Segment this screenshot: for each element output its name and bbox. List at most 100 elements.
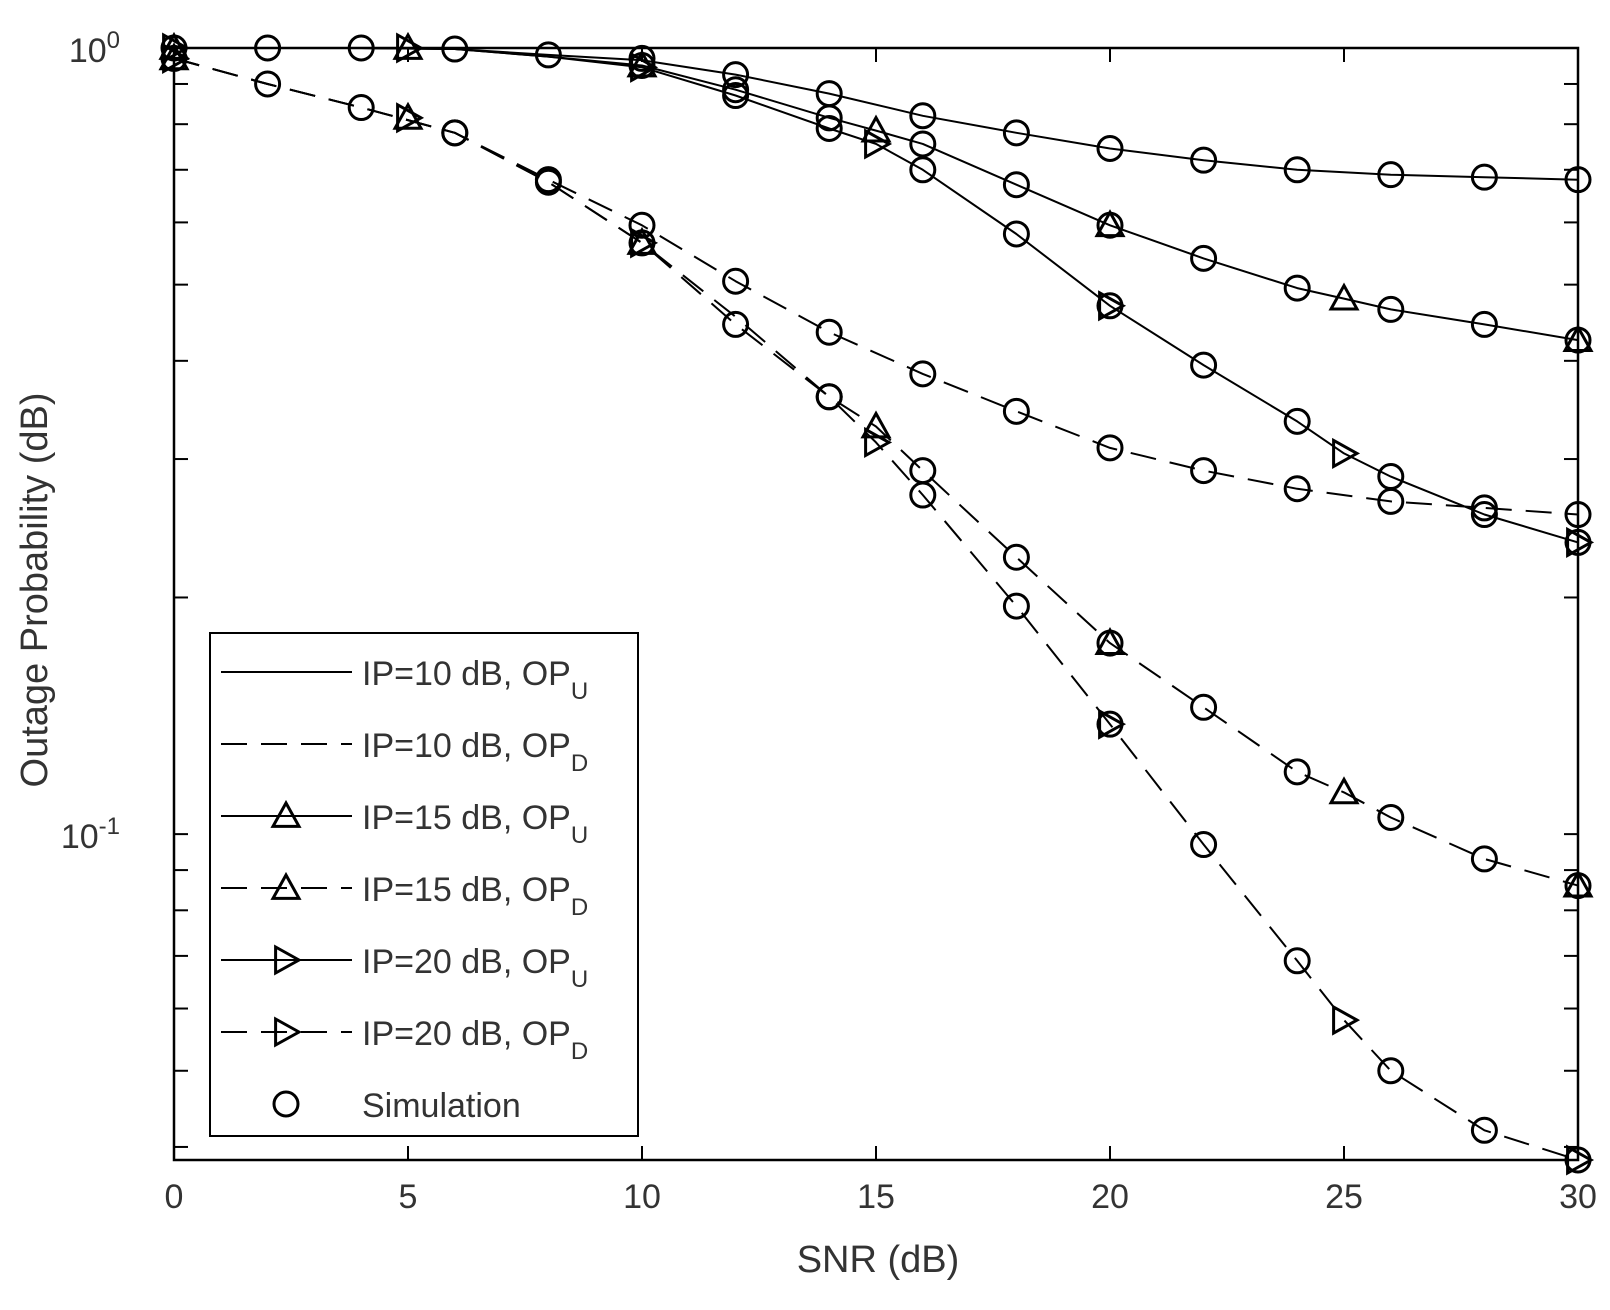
series-6-marker xyxy=(1098,708,1127,740)
legend-label-5: IP=20 dB, OPU xyxy=(362,943,588,993)
series-5-marker xyxy=(1332,437,1361,469)
simulation-point xyxy=(1283,758,1311,786)
legend-marker-6 xyxy=(274,1016,303,1048)
series-4-marker xyxy=(1328,776,1360,805)
x-axis-label: SNR (dB) xyxy=(797,1239,960,1281)
simulation-point xyxy=(1002,397,1030,425)
simulation-point xyxy=(1190,244,1218,272)
simulation-point xyxy=(1377,161,1405,189)
simulation-point xyxy=(722,267,750,295)
series-line-6 xyxy=(173,57,1579,1161)
simulation-point xyxy=(1002,119,1030,147)
simulation-point xyxy=(441,119,469,147)
x-tick-label: 5 xyxy=(399,1178,418,1216)
simulation-point xyxy=(1190,351,1218,379)
simulation-point xyxy=(1002,171,1030,199)
simulation-point xyxy=(1377,295,1405,323)
series-line-4 xyxy=(173,57,1579,887)
simulation-point xyxy=(722,61,750,89)
x-tick-label: 0 xyxy=(165,1178,184,1216)
simulation-point xyxy=(1096,135,1124,163)
x-tick-label: 25 xyxy=(1325,1178,1363,1216)
simulation-point xyxy=(722,310,750,338)
series-5-marker xyxy=(864,128,893,160)
simulation-point xyxy=(722,82,750,110)
simulation-point xyxy=(815,104,843,132)
legend: IP=10 dB, OPU IP=10 dB, OPD IP=15 dB, OPU I… xyxy=(209,632,639,1137)
legend-label-1: IP=10 dB, OPU xyxy=(362,655,588,705)
simulation-point xyxy=(1190,457,1218,485)
legend-marker-3 xyxy=(270,799,302,828)
simulation-point xyxy=(1002,220,1030,248)
simulation-point xyxy=(815,318,843,346)
series-3-marker xyxy=(1328,282,1360,311)
legend-label-3: IP=15 dB, OPU xyxy=(362,799,588,849)
simulation-point xyxy=(1190,693,1218,721)
simulation-point xyxy=(1470,845,1498,873)
legend-label-2: IP=10 dB, OPD xyxy=(362,727,588,777)
simulation-point xyxy=(1096,710,1124,738)
axis-ticks: 0 5 10 15 20 25 30 100 10-1 xyxy=(61,27,1597,1216)
series-6-marker xyxy=(864,426,893,458)
simulation-point xyxy=(1002,592,1030,620)
series-6-marker xyxy=(396,102,425,134)
series-3-marker xyxy=(860,114,892,143)
legend-label-6: IP=20 dB, OPD xyxy=(362,1015,588,1065)
simulation-point xyxy=(254,70,282,98)
simulation-point xyxy=(1190,831,1218,859)
simulation-point xyxy=(909,102,937,130)
simulation-point xyxy=(534,41,562,69)
series-6-marker xyxy=(1332,1004,1361,1036)
simulation-point xyxy=(1470,310,1498,338)
y-axis-label: Outage Probability (dB) xyxy=(14,393,56,788)
simulation-point xyxy=(1470,501,1498,529)
legend-marker-4 xyxy=(270,871,302,900)
simulation-point xyxy=(1283,475,1311,503)
simulation-point xyxy=(1283,156,1311,184)
series-5-marker xyxy=(1566,526,1595,558)
x-tick-label: 15 xyxy=(857,1178,895,1216)
simulation-point xyxy=(1002,543,1030,571)
simulation-point xyxy=(909,156,937,184)
simulation-point xyxy=(1096,211,1124,239)
simulation-point xyxy=(1470,163,1498,191)
series-4-marker xyxy=(860,410,892,439)
simulation-point xyxy=(1283,274,1311,302)
simulation-point xyxy=(815,383,843,411)
simulation-point xyxy=(1377,463,1405,491)
series-4-marker xyxy=(626,226,658,255)
legend-label-4: IP=15 dB, OPD xyxy=(362,871,588,921)
simulation-point xyxy=(347,94,375,122)
simulation-point xyxy=(1470,494,1498,522)
simulation-point xyxy=(1190,146,1218,174)
simulation-point xyxy=(628,229,656,257)
simulation-point xyxy=(1283,407,1311,435)
simulation-point xyxy=(1096,292,1124,320)
simulation-point xyxy=(909,130,937,158)
simulation-point xyxy=(1096,629,1124,657)
simulation-point xyxy=(815,114,843,142)
y-tick-label: 10-1 xyxy=(61,813,120,856)
series-4-marker xyxy=(1094,626,1126,655)
x-tick-label: 30 xyxy=(1559,1178,1597,1216)
series-4-marker xyxy=(392,101,424,130)
series-6-marker xyxy=(162,42,191,74)
series-3-marker xyxy=(1094,209,1126,238)
simulation-point xyxy=(1470,1116,1498,1144)
x-tick-label: 10 xyxy=(623,1178,661,1216)
legend-label-simulation: Simulation xyxy=(362,1087,521,1125)
simulation-point xyxy=(1096,434,1124,462)
legend-marker-5 xyxy=(274,944,303,976)
simulation-point xyxy=(628,44,656,72)
simulation-point xyxy=(628,211,656,239)
series-5-marker xyxy=(1098,290,1127,322)
simulation-point xyxy=(534,168,562,196)
y-tick-label: 100 xyxy=(69,27,120,70)
simulation-point xyxy=(1283,947,1311,975)
simulation-point xyxy=(909,481,937,509)
legend-marker-simulation xyxy=(272,1090,300,1118)
simulation-point xyxy=(1377,803,1405,831)
simulation-point xyxy=(909,360,937,388)
simulation-point xyxy=(1377,1057,1405,1085)
